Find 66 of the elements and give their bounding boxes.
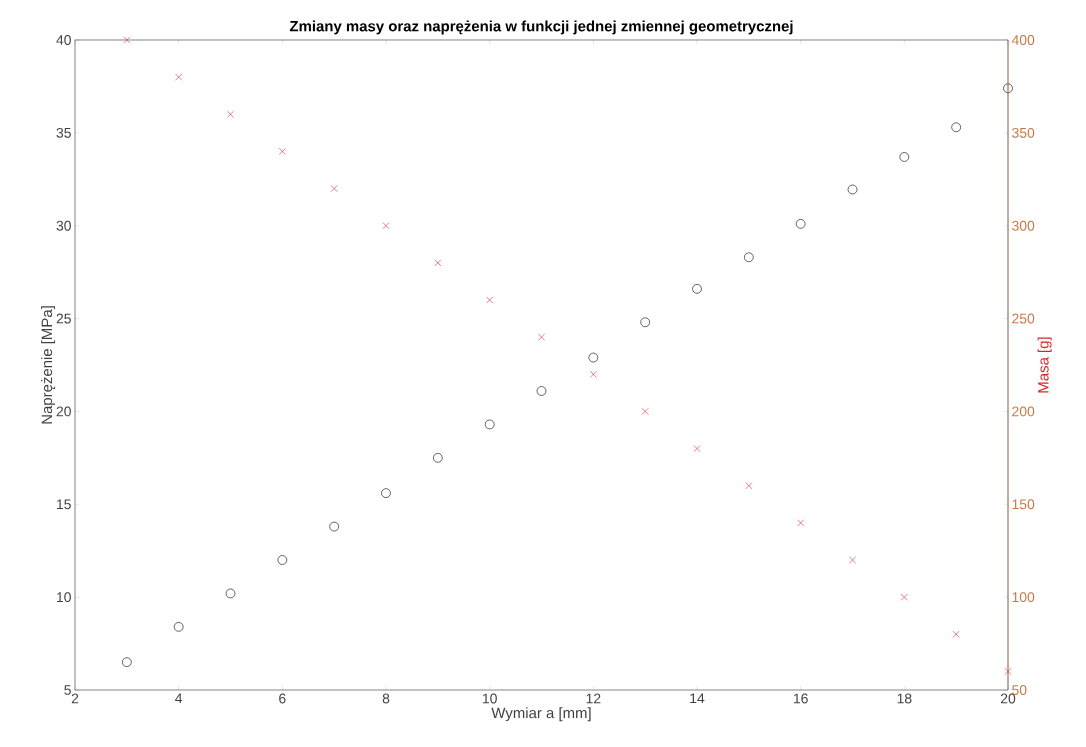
y2-tick-label: 150 xyxy=(1012,499,1035,510)
point xyxy=(641,407,649,415)
point xyxy=(329,521,339,532)
point xyxy=(227,110,234,118)
point xyxy=(536,386,547,396)
point xyxy=(589,370,597,378)
point xyxy=(277,555,288,565)
y-tick-label: 15 xyxy=(57,499,71,510)
point xyxy=(381,488,391,498)
x-axis-title: Wymiar a [mm] xyxy=(491,707,591,722)
x-tick-label: 14 xyxy=(690,693,705,704)
x-tick-label: 2 xyxy=(71,693,79,704)
x-tick-label: 16 xyxy=(793,693,808,704)
point xyxy=(952,630,960,638)
point xyxy=(744,252,754,263)
y-axis-title: Naprężenie [MPa] xyxy=(41,306,56,424)
x-tick-label: 4 xyxy=(175,693,183,704)
y-tick-label: 40 xyxy=(56,35,71,45)
y2-tick-label: 50 xyxy=(1012,685,1027,695)
point xyxy=(486,296,494,304)
y2-tick-label: 250 xyxy=(1012,313,1035,324)
point xyxy=(900,593,908,601)
x-tick-label: 6 xyxy=(279,693,286,704)
point xyxy=(278,147,286,155)
point xyxy=(847,184,858,195)
y2-tick-label: 300 xyxy=(1012,220,1035,231)
point xyxy=(123,36,131,44)
point xyxy=(330,185,338,193)
y-tick-label: 35 xyxy=(56,127,71,138)
y2-tick-label: 200 xyxy=(1012,406,1035,417)
point xyxy=(173,622,184,632)
x-tick-label: 20 xyxy=(1000,693,1016,704)
point xyxy=(382,222,390,230)
point xyxy=(225,588,236,599)
y-tick-label: 20 xyxy=(56,406,71,417)
point xyxy=(899,152,910,162)
y2-axis-title: Masa [g] xyxy=(1037,337,1052,393)
y2-tick-label: 100 xyxy=(1012,592,1035,603)
point xyxy=(795,219,806,229)
point xyxy=(849,556,856,564)
y-tick-label: 10 xyxy=(57,592,71,603)
point xyxy=(692,284,702,294)
point xyxy=(797,519,805,527)
y2-tick-label: 350 xyxy=(1012,127,1035,138)
point xyxy=(640,317,650,328)
point xyxy=(693,445,701,453)
y-tick-label: 5 xyxy=(64,685,71,695)
point xyxy=(588,352,599,363)
x-tick-label: 18 xyxy=(897,693,912,704)
x-tick-label: 8 xyxy=(382,693,390,704)
x-tick-label: 10 xyxy=(482,693,497,704)
point xyxy=(434,259,442,267)
chart-title: Zmiany masy oraz naprężenia w funkcji jednej zmiennej geometrycznej xyxy=(289,20,793,35)
point xyxy=(538,333,545,341)
point xyxy=(122,657,132,667)
point xyxy=(745,482,753,490)
point xyxy=(1004,667,1012,675)
y2-tick-label: 400 xyxy=(1011,35,1035,45)
x-tick-label: 12 xyxy=(586,693,601,704)
y-tick-label: 25 xyxy=(56,313,71,324)
point xyxy=(433,453,443,463)
point xyxy=(1003,83,1013,94)
point xyxy=(175,73,183,81)
point xyxy=(951,122,961,133)
y-tick-label: 30 xyxy=(56,220,71,231)
point xyxy=(484,419,495,430)
